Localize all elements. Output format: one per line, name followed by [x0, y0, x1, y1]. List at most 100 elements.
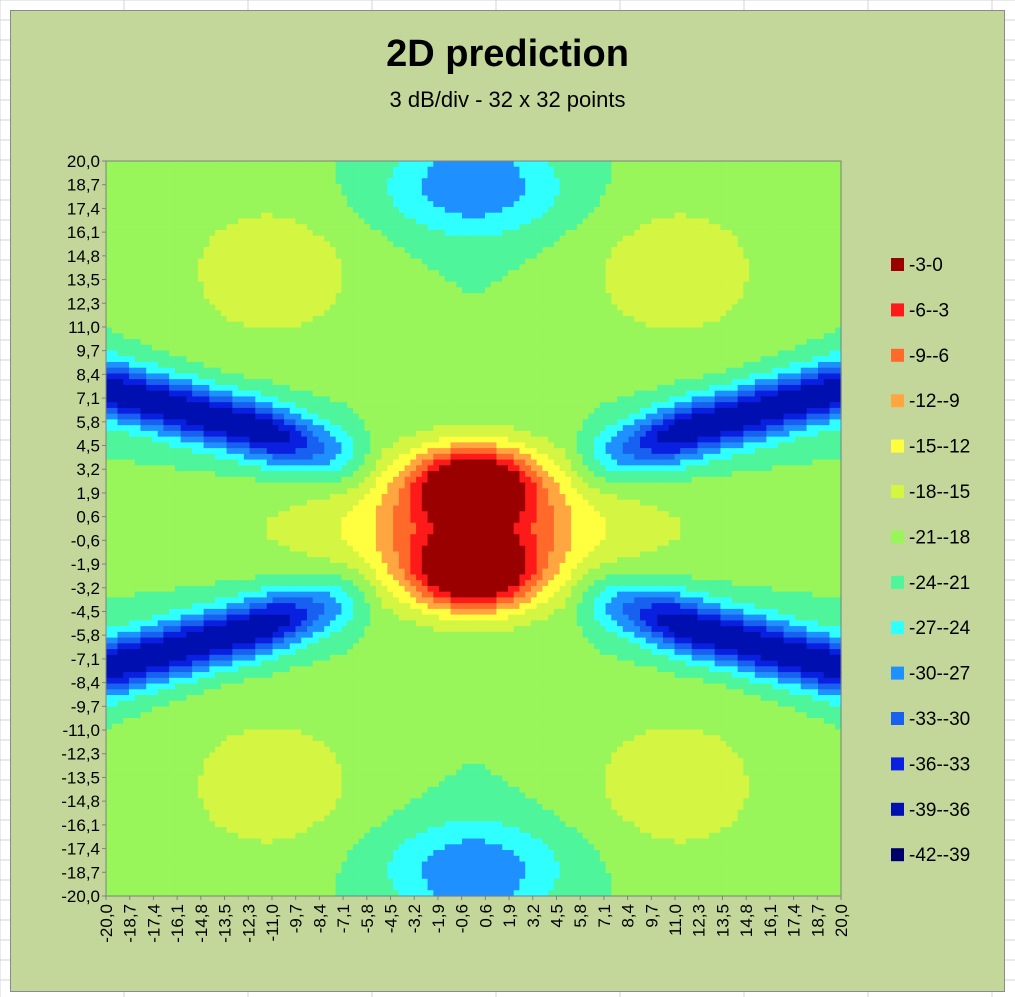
heatmap-cell: [117, 281, 124, 288]
heatmap-cell: [329, 264, 337, 271]
heatmap-cell: [513, 195, 521, 202]
heatmap-cell: [249, 172, 256, 179]
heatmap-cell: [519, 229, 526, 237]
heatmap-cell: [111, 172, 119, 179]
heatmap-cell: [530, 172, 538, 179]
heatmap-cell: [318, 327, 325, 334]
heatmap-cell: [266, 344, 274, 352]
heatmap-cell: [421, 344, 429, 352]
heatmap-cell: [743, 293, 750, 300]
heatmap-cell: [576, 178, 584, 185]
heatmap-cell: [301, 379, 308, 386]
heatmap-cell: [548, 281, 555, 288]
heatmap-cell: [117, 252, 124, 260]
heatmap-cell: [812, 172, 819, 179]
heatmap-cell: [812, 161, 819, 168]
heatmap-cell: [450, 172, 457, 179]
heatmap-cell: [594, 178, 601, 185]
heatmap-cell: [456, 356, 463, 363]
heatmap-cell: [754, 229, 762, 237]
heatmap-cell: [151, 258, 159, 265]
heatmap-cell: [352, 339, 360, 346]
heatmap-cell: [169, 247, 176, 254]
heatmap-cell: [410, 201, 417, 208]
heatmap-cell: [628, 281, 635, 288]
heatmap-cell: [559, 183, 566, 191]
heatmap-cell: [134, 206, 142, 214]
heatmap-cell: [823, 356, 831, 363]
heatmap-cell: [576, 252, 584, 260]
heatmap-cell: [111, 183, 119, 191]
heatmap-cell: [484, 367, 492, 375]
heatmap-cell: [134, 361, 142, 369]
heatmap-cell: [588, 172, 595, 179]
heatmap-cell: [295, 229, 302, 237]
heatmap-cell: [640, 333, 647, 340]
heatmap-cell: [111, 229, 119, 237]
heatmap-cell: [559, 247, 566, 254]
heatmap-cell: [662, 229, 670, 237]
heatmap-cell: [439, 327, 446, 334]
heatmap-cell: [536, 298, 543, 306]
heatmap-cell: [398, 264, 406, 271]
heatmap-cell: [634, 161, 641, 168]
heatmap-cell: [599, 321, 607, 329]
heatmap-cell: [209, 189, 216, 197]
heatmap-cell: [749, 275, 756, 283]
heatmap-cell: [215, 235, 222, 242]
heatmap-cell: [582, 229, 589, 237]
heatmap-cell: [341, 229, 348, 237]
heatmap-cell: [284, 379, 291, 386]
heatmap-cell: [622, 281, 630, 288]
heatmap-cell: [691, 310, 699, 317]
heatmap-cell: [289, 241, 297, 248]
heatmap-cell: [352, 281, 360, 288]
heatmap-cell: [484, 304, 492, 311]
heatmap-cell: [789, 373, 796, 380]
heatmap-cell: [226, 224, 233, 231]
heatmap-cell: [364, 195, 371, 202]
heatmap-cell: [220, 275, 228, 283]
heatmap-cell: [559, 206, 566, 214]
heatmap-cell: [128, 361, 136, 369]
heatmap-cell: [542, 258, 549, 265]
heatmap-cell: [238, 183, 245, 191]
heatmap-cell: [433, 281, 440, 288]
heatmap-cell: [766, 310, 773, 317]
heatmap-cell: [249, 316, 256, 323]
heatmap-cell: [553, 195, 561, 202]
heatmap-cell: [456, 178, 463, 185]
heatmap-cell: [301, 339, 308, 346]
heatmap-cell: [479, 316, 486, 323]
heatmap-cell: [720, 235, 727, 242]
heatmap-cell: [335, 298, 343, 306]
heatmap-cell: [599, 373, 607, 380]
heatmap-cell: [163, 183, 170, 191]
heatmap-cell: [645, 298, 653, 306]
heatmap-cell: [594, 189, 601, 197]
heatmap-cell: [387, 321, 394, 329]
heatmap-cell: [582, 235, 589, 242]
heatmap-cell: [594, 356, 601, 363]
heatmap-cell: [617, 339, 624, 346]
chart-area[interactable]: 2D prediction 3 dB/div - 32 x 32 points …: [10, 10, 1005, 992]
heatmap-cell: [220, 252, 228, 260]
heatmap-cell: [594, 212, 601, 220]
heatmap-cell: [708, 356, 716, 363]
heatmap-cell: [358, 339, 365, 346]
heatmap-cell: [668, 281, 676, 288]
heatmap-cell: [393, 178, 400, 185]
heatmap-cell: [731, 178, 739, 185]
heatmap-cell: [215, 287, 222, 294]
heatmap-cell: [243, 161, 251, 168]
heatmap-cell: [157, 224, 165, 231]
heatmap-cell: [651, 373, 658, 380]
heatmap-cell: [576, 201, 584, 208]
heatmap-cell: [318, 264, 325, 271]
heatmap-cell: [479, 270, 486, 277]
heatmap-cell: [823, 333, 831, 340]
heatmap-cell: [645, 201, 653, 208]
heatmap-cell: [289, 212, 297, 220]
heatmap-cell: [714, 361, 722, 369]
heatmap-cell: [134, 287, 142, 294]
